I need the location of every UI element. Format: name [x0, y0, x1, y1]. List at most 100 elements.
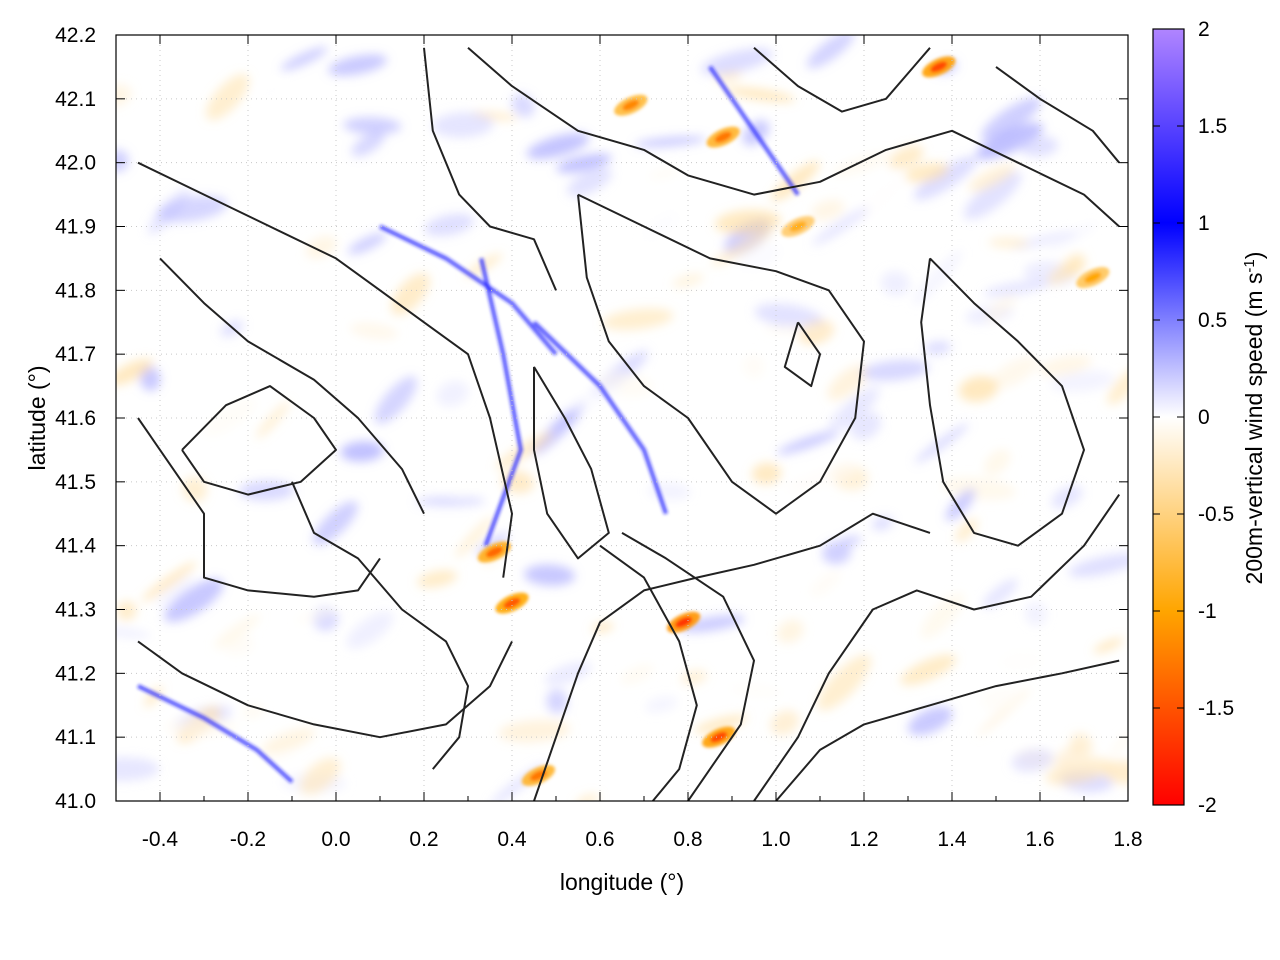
- heatmap-cell: [305, 235, 337, 259]
- downdraft-core: [486, 546, 503, 558]
- colorbar-label-close: ): [1241, 252, 1267, 260]
- heatmap-cell: [116, 601, 137, 621]
- contour-line: [775, 659, 1120, 801]
- y-tick-label: 41.5: [55, 471, 96, 494]
- heatmap-cell: [806, 35, 855, 69]
- contour-line: [533, 512, 931, 801]
- heatmap-cell: [643, 211, 679, 240]
- contour-line: [621, 532, 755, 801]
- heatmap-cell: [881, 270, 910, 296]
- heatmap-cell: [206, 73, 250, 121]
- heatmap-cell: [742, 354, 765, 379]
- downdraft-spots: [477, 56, 1110, 786]
- heatmap-cell: [1068, 553, 1128, 578]
- heatmap-cell: [526, 133, 590, 160]
- y-tick-label: 41.9: [55, 216, 96, 239]
- colorbar-tick-label: 0.5: [1198, 309, 1227, 332]
- heatmap-cell: [340, 441, 384, 462]
- heatmap-cell: [1011, 748, 1054, 773]
- heatmap-cell: [455, 516, 494, 558]
- heatmap-cell: [989, 356, 1038, 390]
- heatmap-cell: [424, 213, 475, 237]
- heatmap-cell: [328, 54, 388, 76]
- heatmap-cell: [985, 293, 1017, 323]
- x-tick-label: 0.8: [673, 828, 702, 851]
- orography-contours: [137, 47, 1121, 801]
- heatmap-cell: [711, 230, 773, 266]
- heatmap-cell: [252, 753, 293, 767]
- y-tick-label: 41.2: [55, 662, 96, 685]
- plot-area: [115, 34, 1129, 802]
- x-tick-label: 0.4: [497, 828, 527, 851]
- heatmap-cell: [770, 710, 800, 736]
- heatmap-cell: [871, 516, 893, 531]
- heatmap-cell: [809, 570, 841, 597]
- heatmap-cell: [861, 359, 930, 381]
- x-tick-label: -0.4: [142, 828, 179, 851]
- heatmap-cell: [262, 728, 315, 755]
- heatmap-cell: [495, 432, 554, 470]
- downdraft-core: [1084, 272, 1102, 283]
- heatmap-cell: [351, 131, 385, 157]
- heatmap-cell: [998, 650, 1044, 673]
- heatmap-cell: [831, 152, 892, 177]
- colorbar-tick-label: -1.5: [1198, 697, 1234, 720]
- x-tick-label: 0.2: [409, 828, 438, 851]
- heatmap-cell: [141, 561, 197, 602]
- contour-line: [920, 257, 1085, 547]
- heatmap-cell: [346, 611, 394, 649]
- heatmap-cell: [988, 237, 1030, 249]
- heatmap-cell: [763, 325, 832, 334]
- downdraft-core: [714, 131, 732, 143]
- heatmap-cell: [498, 719, 571, 743]
- heatmap-cell: [1104, 760, 1128, 785]
- x-axis: -0.4 -0.2 0.0 0.2 0.4 0.6 0.8 1.0 1.2 1.4 1.6 1.8: [115, 35, 1143, 851]
- heatmap-cell: [524, 564, 576, 586]
- colorbar-label-superscript: -1: [1241, 259, 1258, 272]
- heatmap-cell: [644, 696, 678, 713]
- heatmap-cell: [546, 689, 568, 714]
- y-tick-label: 42.1: [55, 88, 96, 111]
- heatmap-cell: [415, 496, 486, 507]
- y-tick-label: 42.0: [55, 152, 96, 175]
- heatmap-cell: [1048, 223, 1097, 251]
- downdraft-core: [503, 597, 521, 609]
- heatmap-cell: [822, 540, 852, 565]
- y-tick-label: 42.2: [55, 24, 96, 47]
- updraft-line: [379, 224, 558, 356]
- contour-line: [753, 47, 931, 113]
- heatmap-cell: [811, 206, 870, 246]
- colorbar-label-main: 200m-vertical wind speed (m s: [1241, 273, 1267, 585]
- downdraft-core: [675, 617, 692, 628]
- heatmap-cell: [964, 171, 1022, 220]
- heatmap-cell: [982, 578, 1019, 609]
- heatmap-cell: [907, 706, 953, 736]
- heatmap-cell: [116, 757, 160, 782]
- heatmap-cell: [729, 684, 783, 697]
- contour-line: [577, 193, 865, 515]
- x-tick-label: -0.2: [230, 828, 266, 851]
- x-tick-label: 0.6: [585, 828, 614, 851]
- heatmap-cell: [980, 688, 1021, 711]
- colorbar-label: 200m-vertical wind speed (m s-1): [1241, 252, 1267, 585]
- heatmap-cell: [349, 322, 399, 340]
- y-tick-label: 41.0: [55, 790, 96, 813]
- x-tick-label: 1.0: [761, 828, 790, 851]
- downdraft-core: [710, 731, 728, 743]
- colorbar-tick-label: 1: [1198, 212, 1210, 235]
- heatmap-cell: [694, 715, 748, 734]
- x-tick-label: 1.4: [937, 828, 967, 851]
- contour-line: [783, 321, 821, 388]
- heatmap-cell: [715, 209, 782, 235]
- updraft-line: [708, 65, 800, 196]
- heatmap-cell: [436, 380, 469, 407]
- heatmap-cell: [1093, 638, 1124, 654]
- contour-line: [753, 494, 1121, 801]
- grid-lines: [116, 35, 1128, 801]
- heatmap-cell: [213, 614, 261, 649]
- heatmap-cell: [958, 376, 998, 402]
- y-tick-label: 41.8: [55, 279, 96, 302]
- heatmap-cell: [1019, 136, 1059, 157]
- heatmap-cell: [900, 654, 957, 686]
